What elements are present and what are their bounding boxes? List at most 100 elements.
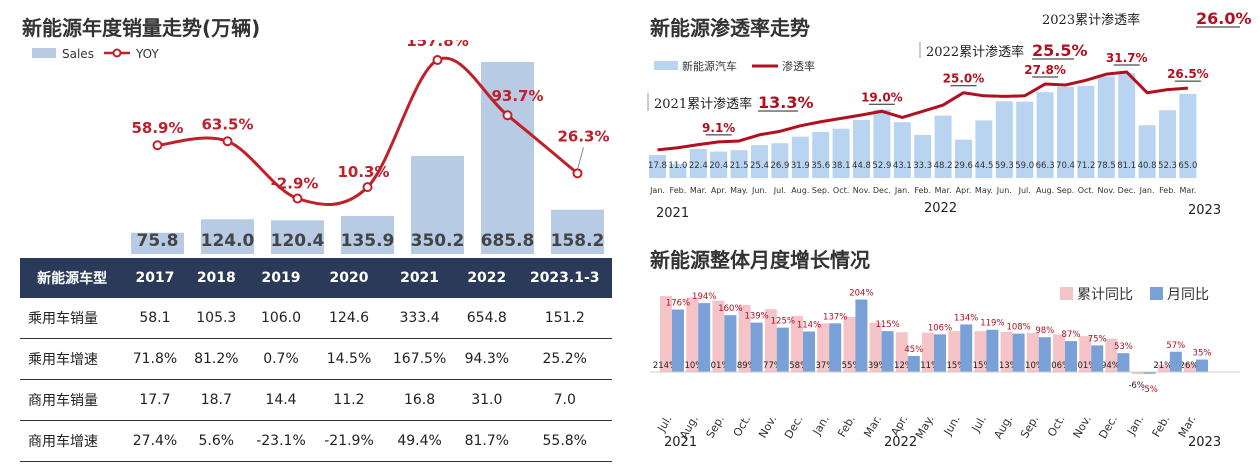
cum-growth-bar [817,323,830,372]
nev-value-label: 20.4 [709,161,728,171]
nev-value-label: 26.9 [770,161,789,171]
mon-growth-label: 75% [1088,334,1107,344]
mon-growth-bar [934,334,946,372]
cum-growth-label: 158% [784,361,808,371]
nev-value-label: 44.5 [974,161,993,171]
cum-growth-bar [1000,331,1013,372]
table-row: 乘用车增速 71.8% 81.2% 0.7% 14.5% 167.5% 94.3% 25.2% [20,338,612,380]
mon-growth-label: 139% [744,312,768,322]
nev-value-label: 33.3 [913,161,932,171]
mon-growth-bar [1038,337,1051,372]
month-tick-label: Dec. [1118,186,1136,195]
table-cell: 31.0 [456,379,518,421]
annual-sales-chart: Sales YOY 75.8 124.0 120.4 135.9 350.2 685.8 158… [32,40,610,254]
month-tick-label: Dec. [873,186,891,195]
sales-value-label: 120.4 [271,231,325,251]
mon-growth-bar [1143,372,1156,374]
month-tick-label: Jan. [810,413,832,438]
table-header-cell: 2023.1-3 [517,258,612,298]
table-row: 商用车增速 27.4% 5.6% -23.1% -21.9% 49.4% 81.7% 55.8… [20,420,612,462]
cum-growth-bar [1131,372,1144,375]
nev-value-label: 81.1 [1117,161,1136,171]
table-row-label: 商用车增速 [20,420,125,462]
month-tick-label: Jun. [941,413,963,438]
mon-growth-bar [960,324,973,372]
cum-growth-label: 21% [1153,361,1172,371]
mon-growth-bar [750,322,763,372]
mon-growth-bar [907,356,920,372]
sales-value-label: 158.2 [551,231,605,251]
cum-growth-bar [712,300,725,372]
month-tick-label: Oct. [1078,186,1094,195]
mon-growth-label: -5% [1141,385,1158,395]
sales-bar [271,220,324,254]
month-tick-label: Feb. [914,186,931,195]
month-tick-label: Mar. [1179,186,1196,195]
sales-bar [481,61,534,254]
monthly-growth-title: 新能源整体月度增长情况 [650,248,870,272]
nev-value-label: 11.0 [668,161,687,171]
nev-bar [1036,92,1054,178]
sales-value-label: 685.8 [481,231,535,251]
table-cell: 11.2 [315,379,384,421]
sales-bar [551,209,604,254]
mon-growth-label: 119% [980,319,1004,329]
mon-growth-label: 194% [692,292,716,302]
nev-value-label: 40.8 [1138,161,1157,171]
nev-bar [853,120,870,178]
cum-growth-label: 201% [705,361,729,371]
cum-growth-label: 214% [653,361,677,371]
cum-growth-bar [869,322,882,372]
penetration-line [657,70,1189,152]
month-tick-label: Feb. [1150,413,1173,439]
cum-growth-label: 115% [967,361,991,371]
month-tick-label: Feb. [1159,186,1176,195]
year-label-2023: 2023 [1188,203,1221,218]
mon-growth-bar [986,329,999,372]
mon-growth-bar [1117,353,1130,372]
cum-growth-bar [922,332,934,372]
sales-bar [341,215,394,254]
nev-bar [791,136,809,178]
mon-growth-label: 125% [771,317,795,327]
sales-value-label: 135.9 [341,231,395,251]
nev-bar [975,120,993,178]
cum-growth-bar [843,316,856,372]
nev-value-label: 17.8 [648,161,667,171]
cum-growth-bar [791,315,803,372]
cum-growth-bar [1079,336,1092,372]
month-tick-label: Feb. [835,413,858,439]
nev-bar [689,149,707,178]
sales-table: 新能源车型 2017 2018 2019 2020 2021 2022 2023.1-3 乘用… [20,258,612,462]
yoy-point [502,110,513,121]
sales-value-label: 350.2 [411,231,465,251]
month-tick-label: Jan. [1124,413,1146,438]
table-cell: 27.4% [124,420,186,462]
month-tick-label: May. [975,186,993,195]
sales-value-label: 75.8 [137,231,179,251]
nev-bar [1057,86,1074,178]
nev-value-label: 25.4 [750,161,769,171]
table-header-cell: 2021 [383,258,457,298]
month-tick-label: Oct. [833,186,849,195]
table-cell: 16.8 [383,379,457,421]
table-cell: 81.2% [185,338,247,380]
mon-growth-bar [724,315,737,372]
table-cell: 7.0 [517,379,612,421]
cum-growth-bar [1053,334,1065,372]
cum-growth-bar [738,304,751,372]
mon-growth-bar [881,331,894,372]
yoy-point [222,136,233,147]
legend-cum-swatch [1060,287,1073,300]
mon-growth-label: 114% [797,321,821,331]
nev-value-label: 66.3 [1036,161,1055,171]
table-header-cell: 2019 [246,258,315,298]
annotation-2023-prefix: 2023累计渗透率 [1042,12,1140,28]
table-cell: 71.8% [124,338,186,380]
penetration-value-label: 31.7% [1106,51,1148,65]
table-row-label: 乘用车销量 [20,298,125,339]
nev-bar [771,143,789,178]
nev-bar [1118,73,1136,178]
legend-nev-swatch [654,61,678,70]
